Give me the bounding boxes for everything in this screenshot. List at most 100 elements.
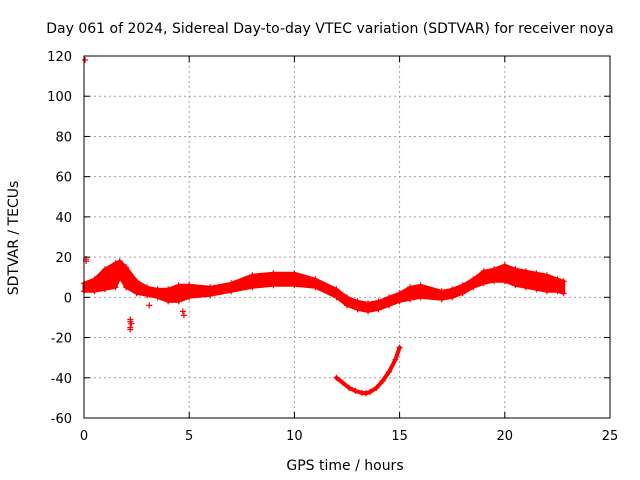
data-point bbox=[522, 284, 529, 291]
data-point bbox=[512, 282, 519, 289]
data-point bbox=[186, 282, 193, 289]
data-point bbox=[123, 264, 130, 271]
data-point bbox=[386, 368, 393, 375]
data-point bbox=[333, 286, 340, 293]
series-main-band bbox=[81, 258, 567, 315]
data-point bbox=[438, 288, 445, 295]
x-tick-label: 5 bbox=[185, 429, 193, 444]
data-point bbox=[346, 384, 353, 391]
data-point bbox=[154, 286, 161, 293]
data-point bbox=[333, 294, 340, 301]
data-point bbox=[512, 266, 519, 273]
data-point bbox=[270, 270, 277, 277]
data-point bbox=[339, 379, 346, 386]
y-tick-label: 80 bbox=[55, 130, 72, 145]
x-tick-label: 15 bbox=[391, 429, 408, 444]
data-point bbox=[207, 284, 214, 291]
data-point bbox=[379, 377, 386, 384]
data-point bbox=[180, 312, 187, 319]
data-point bbox=[249, 284, 256, 291]
data-point bbox=[344, 302, 350, 309]
axis-ticks: 0 5 10 15 20 25 -60 -40 -20 0 20 40 60 80 100 120 bbox=[47, 50, 618, 444]
data-point bbox=[165, 298, 172, 305]
data-point bbox=[112, 260, 119, 267]
y-tick-label: -60 bbox=[51, 412, 72, 427]
x-tick-label: 0 bbox=[80, 429, 88, 444]
data-point bbox=[291, 270, 298, 277]
data-point bbox=[352, 387, 359, 394]
data-point bbox=[396, 290, 403, 297]
data-point bbox=[407, 284, 414, 291]
data-point bbox=[438, 296, 445, 303]
data-point bbox=[344, 294, 350, 301]
data-point bbox=[533, 270, 540, 277]
data-point bbox=[365, 308, 372, 315]
x-tick-label: 25 bbox=[602, 429, 619, 444]
y-tick-label: -40 bbox=[51, 372, 72, 387]
data-point bbox=[146, 302, 153, 309]
data-point bbox=[112, 284, 119, 291]
data-point bbox=[228, 280, 235, 287]
data-point bbox=[228, 288, 235, 295]
data-point bbox=[165, 286, 172, 293]
data-point bbox=[392, 356, 399, 363]
data-point bbox=[407, 296, 414, 303]
series-outliers bbox=[82, 57, 187, 333]
data-point bbox=[417, 282, 424, 289]
data-point bbox=[291, 282, 298, 289]
series-dip-arc bbox=[333, 344, 403, 397]
data-point bbox=[116, 258, 123, 265]
data-point bbox=[501, 278, 508, 285]
data-point bbox=[186, 294, 193, 301]
data-point bbox=[123, 284, 130, 291]
data-point bbox=[354, 298, 361, 305]
data-point bbox=[102, 286, 109, 293]
y-tick-label: 120 bbox=[47, 50, 72, 65]
data-point bbox=[386, 302, 393, 309]
y-tick-label: 40 bbox=[55, 211, 72, 226]
data-point bbox=[133, 278, 140, 285]
y-axis-label: SDTVAR / TECUs bbox=[6, 181, 22, 296]
series-line bbox=[334, 345, 402, 396]
data-point bbox=[333, 374, 340, 381]
data-point bbox=[312, 276, 319, 283]
data-point bbox=[480, 280, 487, 287]
data-point bbox=[91, 276, 98, 283]
x-tick-label: 10 bbox=[286, 429, 303, 444]
data-point bbox=[501, 262, 508, 269]
x-axis-label: GPS time / hours bbox=[286, 458, 403, 474]
data-point bbox=[82, 57, 89, 64]
data-point bbox=[144, 292, 151, 299]
data-point bbox=[386, 294, 393, 301]
data-point bbox=[154, 294, 161, 301]
plot-frame bbox=[83, 55, 611, 419]
data-point bbox=[396, 344, 403, 351]
data-point bbox=[354, 306, 361, 313]
data-point bbox=[396, 298, 403, 305]
data-point bbox=[362, 390, 369, 397]
data-point bbox=[270, 282, 277, 289]
data-point bbox=[560, 278, 567, 285]
data-point bbox=[133, 290, 140, 297]
data-point bbox=[449, 294, 456, 301]
data-point bbox=[554, 276, 561, 283]
data-layer bbox=[81, 57, 567, 397]
y-tick-label: 0 bbox=[64, 291, 72, 306]
data-point bbox=[127, 326, 134, 333]
plot-area: 0 5 10 15 20 25 -60 -40 -20 0 20 40 60 80 100 120 bbox=[47, 50, 618, 444]
data-point bbox=[470, 284, 477, 291]
data-point bbox=[543, 288, 550, 295]
data-point bbox=[373, 384, 380, 391]
data-point bbox=[522, 268, 529, 275]
data-point bbox=[312, 284, 319, 291]
y-tick-label: 60 bbox=[55, 171, 72, 186]
data-point bbox=[249, 272, 256, 279]
data-point bbox=[367, 388, 374, 395]
data-point bbox=[375, 298, 382, 305]
data-point bbox=[459, 290, 466, 297]
data-point bbox=[533, 286, 540, 293]
data-point bbox=[491, 278, 498, 285]
data-point bbox=[449, 286, 456, 293]
data-point bbox=[128, 320, 135, 327]
data-point bbox=[116, 274, 123, 281]
